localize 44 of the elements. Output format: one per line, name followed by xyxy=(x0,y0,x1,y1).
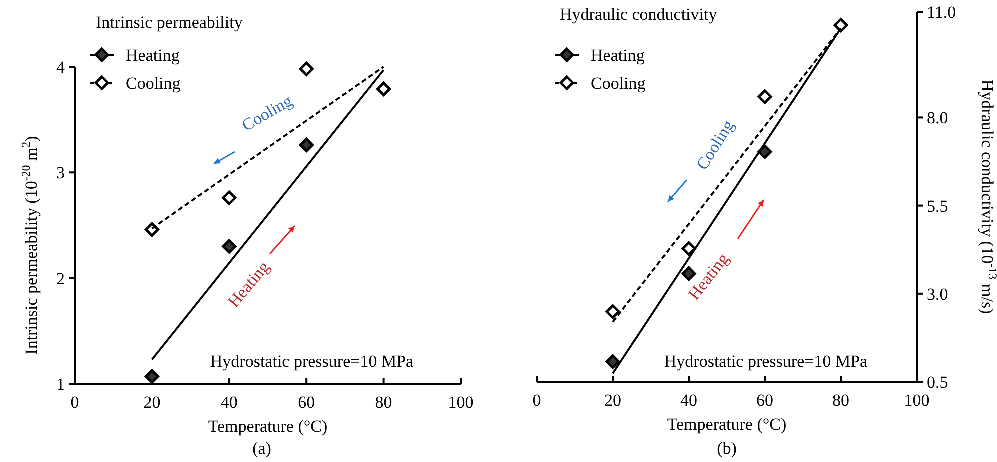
x-tick-label: 40 xyxy=(220,393,238,412)
point xyxy=(222,190,237,206)
x-tick-label: 40 xyxy=(680,391,698,410)
point xyxy=(299,138,314,152)
point xyxy=(144,369,160,384)
y-tick-label: 2 xyxy=(56,269,65,288)
point xyxy=(758,90,772,104)
point xyxy=(222,239,237,254)
x-axis-title: Temperature (°C) xyxy=(667,415,787,434)
x-tick-label: 100 xyxy=(904,391,930,410)
chart-title: Intrinsic permeability xyxy=(96,13,244,32)
legend-label: Heating xyxy=(591,46,646,65)
x-tick-label: 60 xyxy=(298,393,316,412)
x-tick-label: 80 xyxy=(375,393,392,412)
y2-tick-label: 3.0 xyxy=(927,284,948,304)
annotation: Hydrostatic pressure=10 MPa xyxy=(664,352,868,371)
point xyxy=(144,222,160,237)
x-tick-label: 60 xyxy=(756,391,774,410)
x-tick-label: 0 xyxy=(70,393,80,412)
y-tick-label: 1 xyxy=(56,375,65,394)
y2-tick-label: 8.0 xyxy=(927,108,948,128)
legend-label: Heating xyxy=(126,46,180,65)
point xyxy=(376,82,392,96)
point xyxy=(606,304,620,320)
point xyxy=(834,18,848,33)
text: (a) xyxy=(252,439,272,458)
x-tick-label: 20 xyxy=(604,391,622,410)
x-tick-label: 100 xyxy=(448,393,474,412)
y-tick-label: 4 xyxy=(56,58,66,77)
y2-tick-label: 11.0 xyxy=(927,3,956,22)
x-tick-label: 20 xyxy=(144,393,161,412)
point xyxy=(299,62,314,76)
x-tick-label: 0 xyxy=(532,391,542,410)
x-tick-label: 80 xyxy=(832,391,850,410)
point xyxy=(606,354,620,370)
text: (b) xyxy=(717,439,737,458)
chart-title: Hydraulic conductivity xyxy=(560,5,718,24)
legend-label: Cooling xyxy=(126,74,182,93)
x-axis-title: Temperature (°C) xyxy=(208,417,328,436)
y2-tick-label: 5.5 xyxy=(927,196,948,216)
y-tick-label: 3 xyxy=(56,164,65,183)
y2-tick-label: 0.5 xyxy=(927,373,948,392)
legend-label: Cooling xyxy=(591,74,646,93)
annotation: Hydrostatic pressure=10 MPa xyxy=(210,352,414,371)
